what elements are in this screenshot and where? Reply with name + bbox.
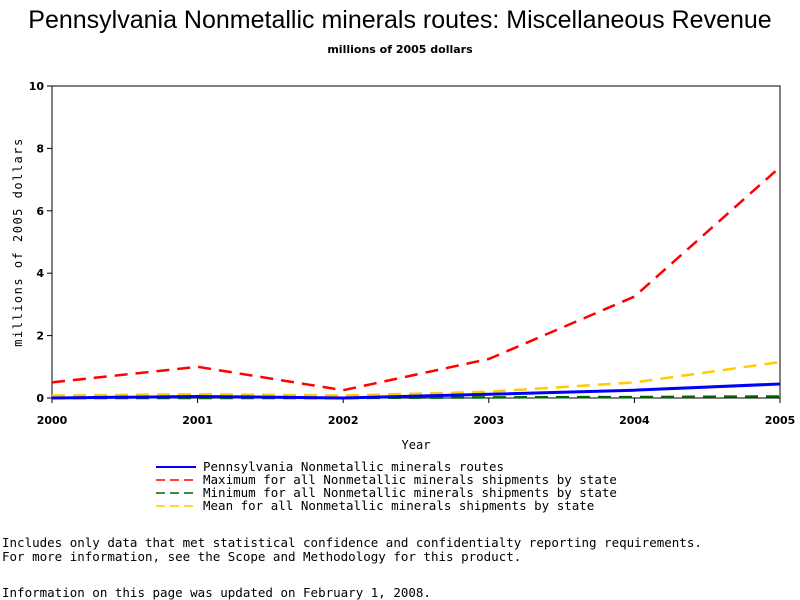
x-tick-label: 2004 [619, 414, 650, 427]
series-line-2 [52, 395, 781, 400]
y-axis-title: millions of 2005 dollars [11, 137, 25, 346]
series-lines [51, 166, 781, 400]
legend-label: Mean for all Nonmetallic minerals shipme… [203, 498, 594, 513]
y-tick-label: 6 [36, 205, 44, 218]
footnotes: Includes only data that met statistical … [2, 536, 798, 564]
y-tick-label: 0 [36, 392, 44, 405]
x-axis: 2000 2001 2002 2003 2004 2005 [37, 398, 796, 427]
legend-label: Minimum for all Nonmetallic minerals shi… [203, 485, 617, 500]
series-line-0 [51, 382, 781, 400]
x-tick-label: 2002 [328, 414, 359, 427]
chart-title: Pennsylvania Nonmetallic minerals routes… [28, 6, 772, 34]
series-line-3 [51, 360, 781, 397]
footnote-line-1: Includes only data that met statistical … [2, 535, 702, 550]
x-axis-title: Year [402, 438, 431, 452]
x-tick-label: 2005 [765, 414, 796, 427]
legend-label: Pennsylvania Nonmetallic minerals routes [203, 459, 504, 474]
line-chart: 0 2 4 6 8 10 2000 2001 2002 2003 2004 2005 Year mi… [11, 80, 796, 513]
series-line-1 [51, 166, 781, 392]
x-tick-label: 2000 [37, 414, 68, 427]
y-axis: 0 2 4 6 8 10 [29, 80, 52, 405]
y-tick-label: 4 [36, 267, 44, 280]
plot-area [51, 85, 781, 399]
footnote-line-2: For more information, see the Scope and … [2, 549, 522, 564]
y-tick-label: 8 [36, 142, 44, 155]
chart-subtitle: millions of 2005 dollars [327, 43, 473, 56]
y-tick-label: 2 [36, 330, 44, 343]
y-tick-label: 10 [29, 80, 45, 93]
legend-label: Maximum for all Nonmetallic minerals shi… [203, 472, 617, 487]
x-tick-label: 2003 [473, 414, 504, 427]
legend: Pennsylvania Nonmetallic minerals routes… [156, 459, 617, 513]
x-tick-label: 2001 [182, 414, 213, 427]
updated-note: Information on this page was updated on … [2, 585, 431, 600]
